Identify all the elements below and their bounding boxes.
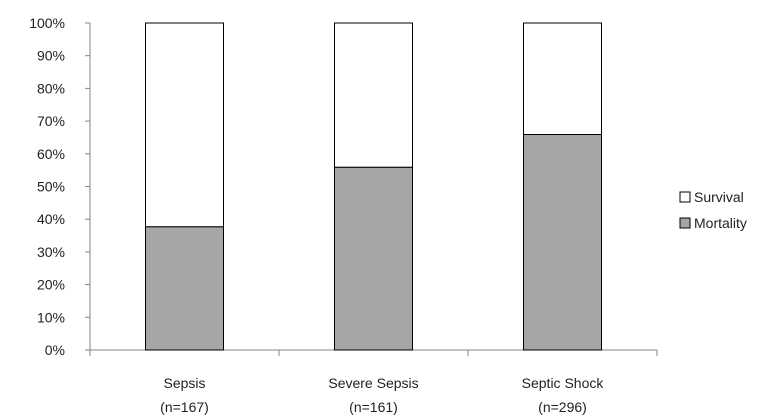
legend-swatch-mortality — [679, 217, 691, 229]
category-label: Sepsis — [163, 375, 205, 391]
bars — [145, 22, 602, 351]
y-tick-label: 10% — [37, 309, 65, 325]
y-axis-ticks: 0% 10% 20% 30% 40% 50% 60% 70% 80% 90% 100% — [29, 15, 90, 358]
y-tick-label: 70% — [37, 113, 65, 129]
bar-survival-septic-shock — [523, 22, 602, 136]
category-label: Severe Sepsis — [328, 375, 418, 391]
bar-mortality-sepsis — [145, 226, 224, 351]
x-axis-ticks — [89, 350, 658, 356]
legend: Survival Mortality — [679, 189, 747, 231]
y-tick-label: 80% — [37, 80, 65, 96]
legend-label-mortality: Mortality — [694, 215, 747, 231]
y-tick-label: 100% — [29, 15, 65, 31]
y-tick-label: 30% — [37, 244, 65, 260]
legend-label-survival: Survival — [694, 189, 744, 205]
y-tick-label: 20% — [37, 277, 65, 293]
bar-survival-sepsis — [145, 22, 224, 228]
category-count-label: (n=167) — [160, 399, 209, 415]
category-count-label: (n=161) — [349, 399, 398, 415]
category-labels: Sepsis (n=167) Severe Sepsis (n=161) Septic … — [160, 375, 604, 415]
bar-mortality-severe-sepsis — [334, 166, 413, 351]
bar-survival-severe-sepsis — [334, 22, 413, 168]
y-tick-label: 0% — [45, 342, 65, 358]
bar-mortality-septic-shock — [523, 134, 602, 351]
y-tick-label: 50% — [37, 179, 65, 195]
y-tick-label: 40% — [37, 211, 65, 227]
y-tick-label: 90% — [37, 48, 65, 64]
category-count-label: (n=296) — [538, 399, 587, 415]
y-tick-label: 60% — [37, 146, 65, 162]
category-label: Septic Shock — [522, 375, 605, 391]
legend-swatch-survival — [679, 191, 691, 203]
